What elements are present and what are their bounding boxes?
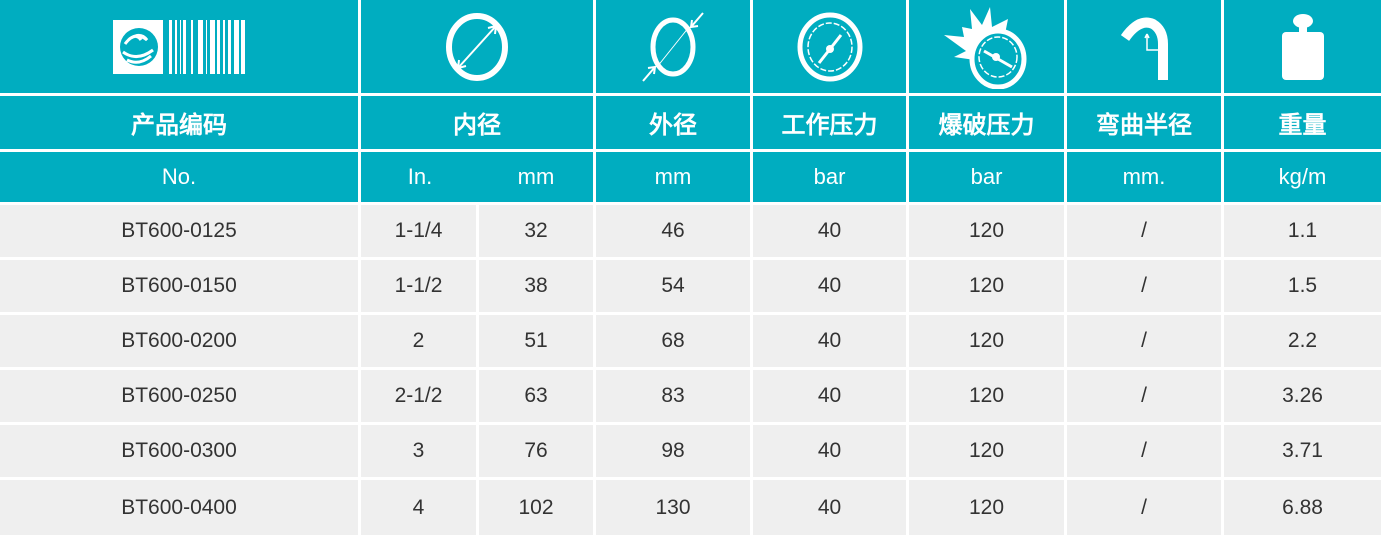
cell-outer-mm: 54 xyxy=(596,260,750,312)
cell-working-pressure: 40 xyxy=(753,260,906,312)
header-inner-diameter: 内径 xyxy=(361,96,593,149)
cell-outer-mm: 83 xyxy=(596,370,750,422)
cell-product-code: BT600-0150 xyxy=(0,260,358,312)
cell-weight: 1.1 xyxy=(1224,205,1381,257)
cell-burst-pressure: 120 xyxy=(909,480,1064,535)
icon-cell-burst-pressure xyxy=(909,0,1064,93)
cell-inner-mm: 32 xyxy=(479,205,593,257)
cell-burst-pressure: 120 xyxy=(909,370,1064,422)
cell-working-pressure: 40 xyxy=(753,205,906,257)
cell-bend-radius: / xyxy=(1067,315,1221,367)
cell-weight: 3.26 xyxy=(1224,370,1381,422)
cell-bend-radius: / xyxy=(1067,205,1221,257)
inner-diameter-icon xyxy=(446,12,508,81)
cell-burst-pressure: 120 xyxy=(909,205,1064,257)
cell-inner-inch: 1-1/4 xyxy=(361,205,476,257)
icon-cell-bend-radius xyxy=(1067,0,1221,93)
cell-weight: 6.88 xyxy=(1224,480,1381,535)
icon-cell-weight xyxy=(1224,0,1381,93)
cell-product-code: BT600-0125 xyxy=(0,205,358,257)
unit-bend-mm: mm. xyxy=(1067,152,1221,202)
cell-product-code: BT600-0400 xyxy=(0,480,358,535)
header-bend-radius: 弯曲半径 xyxy=(1067,96,1221,149)
cell-working-pressure: 40 xyxy=(753,315,906,367)
cell-product-code: BT600-0200 xyxy=(0,315,358,367)
icon-cell-outer-diameter xyxy=(596,0,750,93)
unit-weight: kg/m xyxy=(1224,152,1381,202)
cell-inner-inch: 2 xyxy=(361,315,476,367)
header-burst-pressure: 爆破压力 xyxy=(909,96,1064,149)
cell-bend-radius: / xyxy=(1067,425,1221,477)
unit-inner-mm: mm xyxy=(479,152,593,202)
cell-burst-pressure: 120 xyxy=(909,425,1064,477)
header-weight: 重量 xyxy=(1224,96,1381,149)
cell-inner-mm: 38 xyxy=(479,260,593,312)
cell-product-code: BT600-0300 xyxy=(0,425,358,477)
cell-outer-mm: 46 xyxy=(596,205,750,257)
cell-bend-radius: / xyxy=(1067,370,1221,422)
cell-outer-mm: 98 xyxy=(596,425,750,477)
cell-burst-pressure: 120 xyxy=(909,260,1064,312)
cell-working-pressure: 40 xyxy=(753,425,906,477)
icon-cell-code xyxy=(0,0,358,93)
weight-icon xyxy=(1281,13,1324,80)
burst-gauge-icon xyxy=(943,6,1026,89)
cell-inner-inch: 3 xyxy=(361,425,476,477)
cell-product-code: BT600-0250 xyxy=(0,370,358,422)
icon-cell-inner-diameter xyxy=(361,0,593,93)
outer-diameter-icon xyxy=(642,11,704,82)
cell-working-pressure: 40 xyxy=(753,370,906,422)
cell-outer-mm: 68 xyxy=(596,315,750,367)
cell-working-pressure: 40 xyxy=(753,480,906,535)
pressure-gauge-icon xyxy=(797,12,862,81)
cell-weight: 2.2 xyxy=(1224,315,1381,367)
cell-inner-mm: 102 xyxy=(479,480,593,535)
unit-inch: In. xyxy=(361,152,479,202)
cell-weight: 3.71 xyxy=(1224,425,1381,477)
bend-radius-icon xyxy=(1120,17,1168,80)
cell-inner-mm: 76 xyxy=(479,425,593,477)
cell-inner-inch: 2-1/2 xyxy=(361,370,476,422)
cell-inner-mm: 63 xyxy=(479,370,593,422)
header-outer-diameter: 外径 xyxy=(596,96,750,149)
cell-outer-mm: 130 xyxy=(596,480,750,535)
cell-burst-pressure: 120 xyxy=(909,315,1064,367)
icon-cell-working-pressure xyxy=(753,0,906,93)
unit-outer-mm: mm xyxy=(596,152,750,202)
unit-burst-bar: bar xyxy=(909,152,1064,202)
cell-inner-mm: 51 xyxy=(479,315,593,367)
header-working-pressure: 工作压力 xyxy=(753,96,906,149)
cell-inner-inch: 1-1/2 xyxy=(361,260,476,312)
cell-inner-inch: 4 xyxy=(361,480,476,535)
unit-working-bar: bar xyxy=(753,152,906,202)
cell-weight: 1.5 xyxy=(1224,260,1381,312)
cell-bend-radius: / xyxy=(1067,480,1221,535)
barcode-logo-icon xyxy=(113,19,245,74)
cell-bend-radius: / xyxy=(1067,260,1221,312)
unit-no: No. xyxy=(0,152,358,202)
header-product-code: 产品编码 xyxy=(0,96,358,149)
